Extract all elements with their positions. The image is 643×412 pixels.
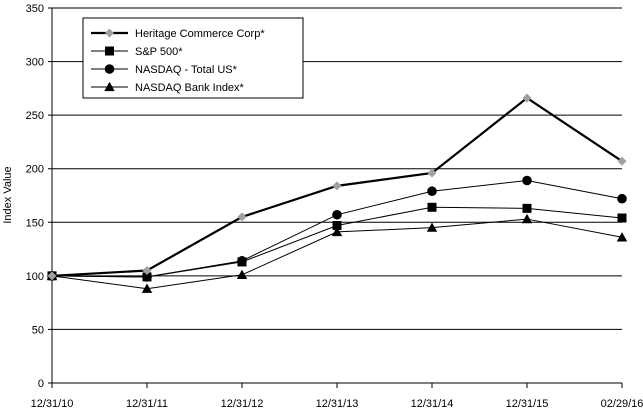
data-point-heritage-commerce-corp-0 <box>47 271 57 281</box>
legend-label: NASDAQ - Total US* <box>135 64 238 76</box>
data-point-s-p-500-5 <box>522 203 532 213</box>
data-point-nasdaq-total-us-4 <box>427 186 437 197</box>
data-point-s-p-500-3 <box>332 221 342 230</box>
data-point-heritage-commerce-corp-3 <box>332 181 342 191</box>
y-axis-label: Index Value <box>2 166 14 223</box>
x-tick-labels: 12/31/10 12/31/11 12/31/12 12/31/13 12/31/14… <box>31 398 643 410</box>
legend: Heritage Commerce Corp* S&P 500* NASDAQ - … <box>82 17 304 99</box>
data-point-nasdaq-bank-index-2 <box>236 269 248 279</box>
data-point-heritage-commerce-corp-2 <box>237 212 247 222</box>
data-point-nasdaq-bank-index-4 <box>426 222 438 232</box>
legend-label: S&P 500* <box>135 46 183 58</box>
y-tick-label-250: 250 <box>26 110 44 122</box>
data-point-heritage-commerce-corp-6 <box>617 156 627 166</box>
y-tick-label-300: 300 <box>26 57 44 69</box>
y-tick-label-100: 100 <box>26 271 44 283</box>
x-tick-label-3: 12/31/13 <box>316 398 359 410</box>
data-point-nasdaq-bank-index-3 <box>331 226 343 237</box>
y-tick-label-350: 350 <box>26 3 44 15</box>
y-tick-label-150: 150 <box>26 217 44 229</box>
data-point-nasdaq-bank-index-5 <box>521 213 533 224</box>
x-tick-label-4: 12/31/14 <box>411 398 454 410</box>
series-nasdaq-total-us <box>47 175 627 282</box>
x-tick-label-2: 12/31/12 <box>221 398 264 410</box>
data-point-nasdaq-total-us-6 <box>617 193 627 204</box>
x-tick-label-1: 12/31/11 <box>126 398 168 410</box>
x-tick-label-5: 12/31/15 <box>506 398 549 410</box>
data-point-s-p-500-6 <box>617 213 627 223</box>
data-point-nasdaq-bank-index-1 <box>141 283 153 293</box>
series-heritage-commerce-corp <box>47 93 627 281</box>
legend-item-heritage-commerce-corp: Heritage Commerce Corp* <box>91 28 265 40</box>
legend-marker-square <box>105 46 114 56</box>
legend-label: NASDAQ Bank Index* <box>135 82 245 94</box>
legend-marker-circle <box>104 64 115 74</box>
data-point-heritage-commerce-corp-4 <box>427 168 437 178</box>
series-group <box>46 93 628 293</box>
x-tick-label-6: 02/29/16 <box>601 398 643 410</box>
legend-item-nasdaq-total-us: NASDAQ - Total US* <box>91 64 238 76</box>
legend-label: Heritage Commerce Corp* <box>135 28 265 40</box>
data-point-nasdaq-total-us-1 <box>142 272 152 282</box>
data-point-s-p-500-4 <box>427 202 437 212</box>
legend-marker-triangle <box>104 81 115 92</box>
legend-item-nasdaq-bank-index: NASDAQ Bank Index* <box>91 81 245 94</box>
data-point-heritage-commerce-corp-1 <box>142 266 152 275</box>
data-point-nasdaq-total-us-5 <box>522 175 532 186</box>
y-tick-label-0: 0 <box>38 378 44 390</box>
data-point-nasdaq-total-us-2 <box>237 256 247 266</box>
x-tick-label-0: 12/31/10 <box>31 398 74 410</box>
data-point-heritage-commerce-corp-5 <box>522 93 532 103</box>
y-tick-label-50: 50 <box>32 324 44 336</box>
y-tick-label-200: 200 <box>26 164 44 176</box>
legend-box <box>82 17 304 99</box>
data-point-nasdaq-bank-index-6 <box>616 232 628 242</box>
legend-item-s-p-500: S&P 500* <box>91 46 183 58</box>
y-tick-labels: 0 50 100 150 200 250 300 350 <box>26 3 44 390</box>
legend-marker-diamond <box>105 28 114 38</box>
data-point-nasdaq-total-us-3 <box>332 209 342 220</box>
